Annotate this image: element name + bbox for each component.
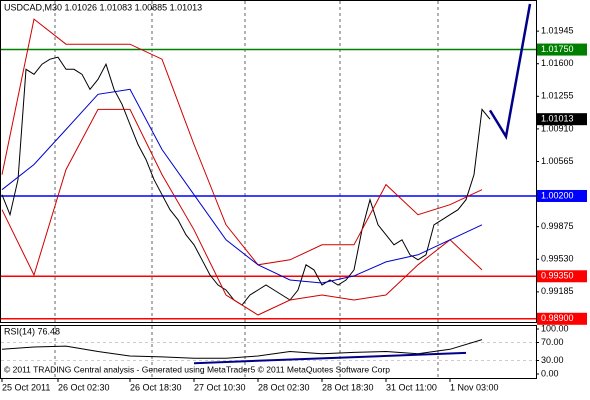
y-tick-label: 0.99875 bbox=[541, 221, 574, 231]
level-tag bbox=[537, 270, 587, 283]
x-tick-label: 28 Oct 02:30 bbox=[258, 382, 310, 392]
x-tick-label: 27 Oct 10:30 bbox=[194, 382, 246, 392]
y-tick-label: 1.01945 bbox=[541, 26, 574, 36]
rsi-label: RSI(14) 76.48 bbox=[4, 326, 60, 336]
main-panel bbox=[0, 0, 537, 323]
chart-title: USDCAD,M30 1.01026 1.01083 1.00885 1.010… bbox=[4, 2, 202, 12]
series-line bbox=[1, 18, 483, 266]
level-tag bbox=[537, 312, 587, 325]
y-tick-label: 1.01600 bbox=[541, 58, 574, 68]
y-tick-label: 0.00 bbox=[541, 368, 559, 378]
x-tick-label: 25 Oct 2011 bbox=[2, 382, 50, 392]
y-tick-label: 100.00 bbox=[541, 323, 569, 333]
y-tick-label: 30.00 bbox=[541, 355, 564, 365]
y-tick-label: 0.99530 bbox=[541, 254, 574, 264]
x-tick-label: 31 Oct 11:00 bbox=[386, 382, 437, 392]
series-line bbox=[1, 339, 483, 359]
series-line bbox=[1, 88, 483, 284]
y-tick-label: 1.00910 bbox=[541, 123, 574, 133]
rsi-panel bbox=[0, 325, 537, 379]
price-label: 1.01013 bbox=[541, 114, 574, 124]
y-tick-label: 70.00 bbox=[541, 337, 564, 347]
x-tick-label: 28 Oct 18:30 bbox=[322, 382, 374, 392]
series-line bbox=[488, 3, 532, 140]
level-tag bbox=[537, 189, 587, 202]
series-line bbox=[1, 56, 491, 306]
y-tick-label: 1.01255 bbox=[541, 91, 574, 101]
level-label: 1.00200 bbox=[541, 190, 574, 200]
y-tick-label: 1.00565 bbox=[541, 156, 574, 166]
level-label: 0.99350 bbox=[541, 271, 574, 281]
price-tag bbox=[537, 113, 587, 126]
series-line bbox=[193, 351, 467, 365]
x-tick-label: 26 Oct 18:30 bbox=[130, 382, 182, 392]
series-line bbox=[1, 108, 483, 316]
level-tag bbox=[537, 43, 587, 56]
x-tick-label: 1 Nov 03:00 bbox=[450, 382, 499, 392]
y-tick-label: 0.99185 bbox=[541, 286, 574, 296]
level-label: 1.01750 bbox=[541, 44, 574, 54]
level-label: 0.98900 bbox=[541, 313, 574, 323]
copyright: © 2011 TRADING Central analysis - Genera… bbox=[4, 364, 390, 374]
x-tick-label: 26 Oct 02:30 bbox=[58, 382, 110, 392]
